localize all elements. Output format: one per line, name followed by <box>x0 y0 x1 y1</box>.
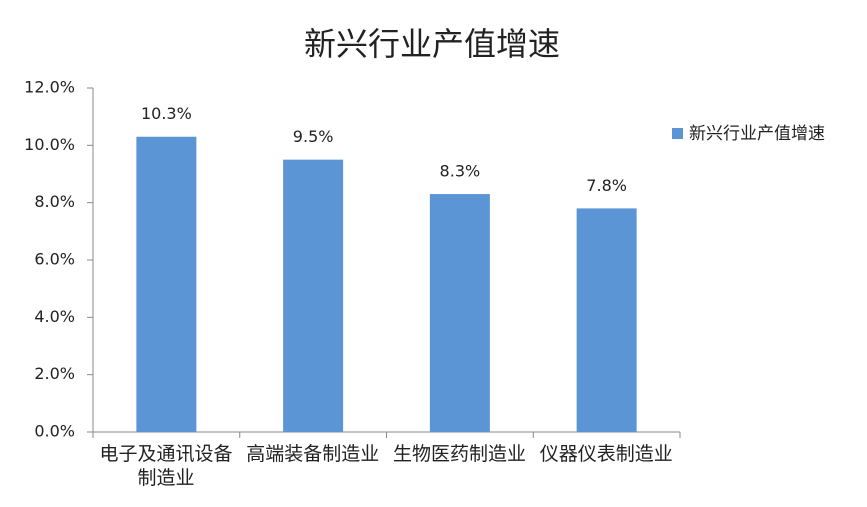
data-label: 8.3% <box>440 162 481 181</box>
y-tick-label: 0.0% <box>34 422 75 441</box>
y-tick-label: 10.0% <box>24 135 75 154</box>
x-tick-label: 电子及通讯设备制造业 <box>99 443 233 489</box>
legend-swatch <box>672 128 683 139</box>
x-tick-label: 高端装备制造业 <box>246 443 380 465</box>
y-tick-label: 4.0% <box>34 307 75 326</box>
legend-label: 新兴行业产值增速 <box>689 124 825 144</box>
data-label: 9.5% <box>293 127 334 146</box>
x-tick-label: 生物医药制造业 <box>392 443 526 465</box>
y-tick-label: 2.0% <box>34 364 75 383</box>
chart-title: 新兴行业产值增速 <box>304 25 560 63</box>
x-tick-label: 仪器仪表制造业 <box>539 443 673 465</box>
y-tick-label: 6.0% <box>34 250 75 269</box>
y-tick-label: 8.0% <box>34 192 75 211</box>
bar <box>136 136 197 432</box>
bar <box>576 208 637 432</box>
data-label: 7.8% <box>586 176 627 195</box>
bar <box>283 159 344 432</box>
y-tick-label: 12.0% <box>24 78 75 97</box>
bar <box>429 194 490 432</box>
data-label: 10.3% <box>141 104 192 123</box>
